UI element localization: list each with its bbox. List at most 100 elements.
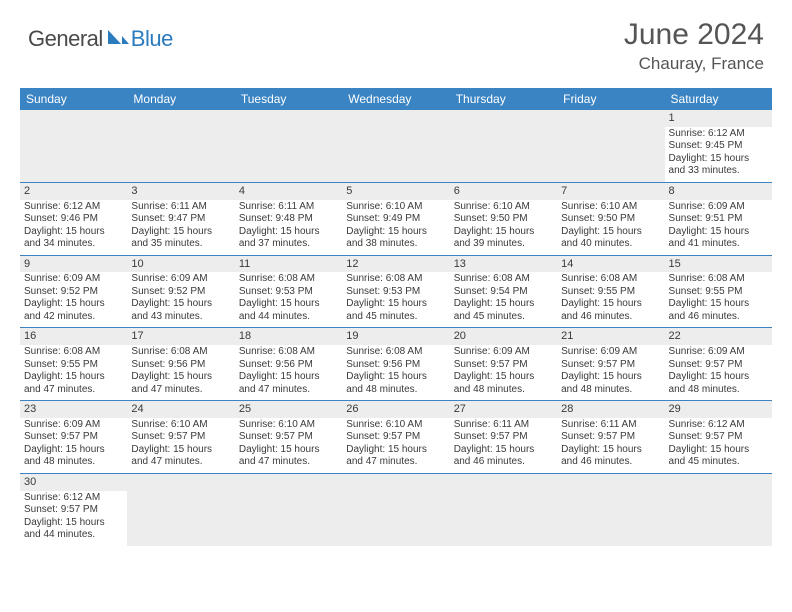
weekday-header: Tuesday bbox=[235, 88, 342, 110]
day-detail-cell: Sunrise: 6:08 AMSunset: 9:56 PMDaylight:… bbox=[342, 345, 449, 401]
day-number-cell bbox=[665, 473, 772, 490]
day-number: 2 bbox=[24, 185, 30, 197]
day-detail-cell bbox=[450, 127, 557, 183]
day-number: 17 bbox=[131, 330, 143, 342]
day-number: 7 bbox=[561, 185, 567, 197]
day-detail-cell bbox=[342, 491, 449, 546]
day-detail-cell: Sunrise: 6:11 AMSunset: 9:48 PMDaylight:… bbox=[235, 200, 342, 256]
day-number: 18 bbox=[239, 330, 251, 342]
day-number-cell: 23 bbox=[20, 401, 127, 418]
title-block: June 2024 Chauray, France bbox=[624, 18, 764, 74]
day-detail-cell: Sunrise: 6:10 AMSunset: 9:50 PMDaylight:… bbox=[450, 200, 557, 256]
day-detail-cell bbox=[450, 491, 557, 546]
day-number-cell bbox=[235, 110, 342, 127]
day-number-cell bbox=[20, 110, 127, 127]
day-number: 13 bbox=[454, 258, 466, 270]
day-number-cell bbox=[450, 110, 557, 127]
day-detail-cell: Sunrise: 6:09 AMSunset: 9:57 PMDaylight:… bbox=[665, 345, 772, 401]
day-number-cell: 11 bbox=[235, 255, 342, 272]
day-number: 10 bbox=[131, 258, 143, 270]
day-detail-cell: Sunrise: 6:10 AMSunset: 9:57 PMDaylight:… bbox=[342, 418, 449, 474]
day-number: 25 bbox=[239, 403, 251, 415]
day-number-cell: 27 bbox=[450, 401, 557, 418]
day-detail-cell bbox=[20, 127, 127, 183]
day-detail-cell: Sunrise: 6:12 AMSunset: 9:57 PMDaylight:… bbox=[665, 418, 772, 474]
day-number-cell: 22 bbox=[665, 328, 772, 345]
day-number-cell bbox=[450, 473, 557, 490]
day-detail-cell: Sunrise: 6:08 AMSunset: 9:53 PMDaylight:… bbox=[342, 272, 449, 328]
day-number: 26 bbox=[346, 403, 358, 415]
day-number-cell: 14 bbox=[557, 255, 664, 272]
day-number: 23 bbox=[24, 403, 36, 415]
day-number-cell: 10 bbox=[127, 255, 234, 272]
day-number-cell: 3 bbox=[127, 182, 234, 199]
day-detail-cell: Sunrise: 6:08 AMSunset: 9:56 PMDaylight:… bbox=[235, 345, 342, 401]
calendar-table: SundayMondayTuesdayWednesdayThursdayFrid… bbox=[20, 88, 772, 546]
sail-icon bbox=[107, 27, 129, 52]
day-number-cell: 28 bbox=[557, 401, 664, 418]
day-number: 1 bbox=[669, 112, 675, 124]
day-detail-cell: Sunrise: 6:10 AMSunset: 9:49 PMDaylight:… bbox=[342, 200, 449, 256]
day-number: 14 bbox=[561, 258, 573, 270]
day-detail-cell: Sunrise: 6:08 AMSunset: 9:56 PMDaylight:… bbox=[127, 345, 234, 401]
day-number: 22 bbox=[669, 330, 681, 342]
location-label: Chauray, France bbox=[624, 54, 764, 74]
day-detail-cell: Sunrise: 6:09 AMSunset: 9:57 PMDaylight:… bbox=[450, 345, 557, 401]
day-detail-cell: Sunrise: 6:08 AMSunset: 9:55 PMDaylight:… bbox=[20, 345, 127, 401]
day-number-cell bbox=[342, 110, 449, 127]
day-detail-cell: Sunrise: 6:08 AMSunset: 9:55 PMDaylight:… bbox=[557, 272, 664, 328]
day-detail-cell: Sunrise: 6:11 AMSunset: 9:57 PMDaylight:… bbox=[450, 418, 557, 474]
day-number: 24 bbox=[131, 403, 143, 415]
day-number-cell: 24 bbox=[127, 401, 234, 418]
day-number-cell bbox=[127, 473, 234, 490]
day-number-cell: 15 bbox=[665, 255, 772, 272]
day-number: 12 bbox=[346, 258, 358, 270]
day-number-cell bbox=[235, 473, 342, 490]
day-number-cell: 12 bbox=[342, 255, 449, 272]
weekday-header: Saturday bbox=[665, 88, 772, 110]
day-number: 30 bbox=[24, 476, 36, 488]
day-detail-cell bbox=[665, 491, 772, 546]
day-number-cell: 17 bbox=[127, 328, 234, 345]
day-number-cell: 30 bbox=[20, 473, 127, 490]
day-number: 21 bbox=[561, 330, 573, 342]
day-detail-cell: Sunrise: 6:09 AMSunset: 9:52 PMDaylight:… bbox=[127, 272, 234, 328]
day-number-cell bbox=[557, 110, 664, 127]
day-number-cell: 5 bbox=[342, 182, 449, 199]
day-detail-cell: Sunrise: 6:08 AMSunset: 9:53 PMDaylight:… bbox=[235, 272, 342, 328]
day-number: 19 bbox=[346, 330, 358, 342]
day-number: 11 bbox=[239, 258, 250, 270]
brand-logo: General Blue bbox=[28, 26, 173, 52]
weekday-header: Friday bbox=[557, 88, 664, 110]
day-number: 6 bbox=[454, 185, 460, 197]
day-detail-cell: Sunrise: 6:12 AMSunset: 9:45 PMDaylight:… bbox=[665, 127, 772, 183]
day-number-cell: 1 bbox=[665, 110, 772, 127]
day-number-cell: 16 bbox=[20, 328, 127, 345]
day-detail-cell bbox=[342, 127, 449, 183]
day-number: 4 bbox=[239, 185, 245, 197]
day-detail-cell: Sunrise: 6:11 AMSunset: 9:57 PMDaylight:… bbox=[557, 418, 664, 474]
day-detail-cell: Sunrise: 6:08 AMSunset: 9:55 PMDaylight:… bbox=[665, 272, 772, 328]
day-detail-cell: Sunrise: 6:11 AMSunset: 9:47 PMDaylight:… bbox=[127, 200, 234, 256]
day-number: 8 bbox=[669, 185, 675, 197]
day-number-cell: 13 bbox=[450, 255, 557, 272]
day-detail-cell bbox=[127, 491, 234, 546]
day-number-cell: 2 bbox=[20, 182, 127, 199]
brand-text-general: General bbox=[28, 26, 103, 52]
day-number: 29 bbox=[669, 403, 681, 415]
brand-text-blue: Blue bbox=[131, 26, 173, 52]
day-number: 3 bbox=[131, 185, 137, 197]
day-detail-cell: Sunrise: 6:10 AMSunset: 9:57 PMDaylight:… bbox=[235, 418, 342, 474]
day-detail-cell: Sunrise: 6:08 AMSunset: 9:54 PMDaylight:… bbox=[450, 272, 557, 328]
day-number-cell: 4 bbox=[235, 182, 342, 199]
day-detail-cell: Sunrise: 6:09 AMSunset: 9:57 PMDaylight:… bbox=[557, 345, 664, 401]
day-number: 9 bbox=[24, 258, 30, 270]
day-detail-cell: Sunrise: 6:09 AMSunset: 9:52 PMDaylight:… bbox=[20, 272, 127, 328]
day-number: 5 bbox=[346, 185, 352, 197]
weekday-header: Monday bbox=[127, 88, 234, 110]
day-detail-cell: Sunrise: 6:10 AMSunset: 9:57 PMDaylight:… bbox=[127, 418, 234, 474]
weekday-header-row: SundayMondayTuesdayWednesdayThursdayFrid… bbox=[20, 88, 772, 110]
day-number: 16 bbox=[24, 330, 36, 342]
day-number-cell: 20 bbox=[450, 328, 557, 345]
day-number-cell: 7 bbox=[557, 182, 664, 199]
